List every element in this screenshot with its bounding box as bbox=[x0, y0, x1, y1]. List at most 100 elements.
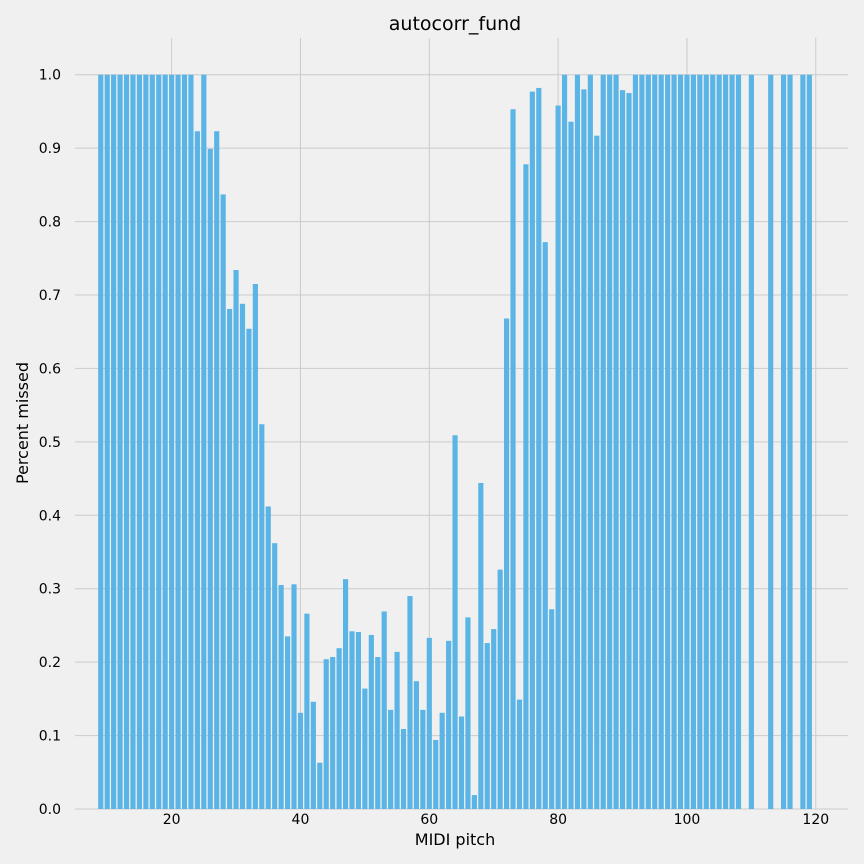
bar-pitch-14 bbox=[130, 74, 136, 809]
bar-pitch-102 bbox=[697, 74, 703, 809]
bar-pitch-115 bbox=[781, 74, 787, 809]
bar-pitch-59 bbox=[420, 709, 426, 809]
bar-pitch-9 bbox=[98, 74, 104, 809]
x-tick-label: 20 bbox=[163, 812, 181, 828]
bar-pitch-13 bbox=[123, 74, 130, 809]
bar-pitch-94 bbox=[645, 74, 651, 809]
bar-pitch-88 bbox=[607, 74, 613, 809]
bar-pitch-38 bbox=[284, 636, 291, 809]
bar-pitch-58 bbox=[413, 681, 419, 809]
bar-pitch-93 bbox=[639, 74, 645, 809]
bar-pitch-78 bbox=[542, 242, 548, 810]
bar-pitch-64 bbox=[452, 435, 458, 809]
bar-pitch-76 bbox=[529, 91, 535, 810]
bar-pitch-66 bbox=[465, 617, 471, 809]
bar-pitch-84 bbox=[581, 89, 587, 809]
bar-pitch-21 bbox=[175, 74, 181, 809]
y-tick-label: 0.7 bbox=[39, 288, 61, 304]
bar-pitch-65 bbox=[458, 716, 465, 809]
bar-pitch-79 bbox=[549, 609, 555, 809]
bar-pitch-67 bbox=[471, 795, 477, 809]
x-axis-ticks: 20 40 60 80 100 120 bbox=[163, 812, 829, 828]
bar-pitch-41 bbox=[304, 613, 310, 809]
bar-pitch-100 bbox=[684, 74, 690, 809]
bar-pitch-37 bbox=[278, 585, 284, 809]
bar-pitch-113 bbox=[768, 74, 774, 809]
bar-pitch-25 bbox=[201, 74, 207, 809]
bar-pitch-80 bbox=[555, 105, 561, 810]
bar-pitch-98 bbox=[671, 74, 677, 809]
bar-pitch-48 bbox=[349, 631, 355, 809]
bar-pitch-116 bbox=[787, 74, 793, 809]
bar-pitch-75 bbox=[523, 164, 529, 810]
bar-pitch-63 bbox=[446, 640, 452, 809]
x-axis-label: MIDI pitch bbox=[415, 830, 495, 849]
bar-pitch-105 bbox=[716, 74, 722, 809]
bar-pitch-39 bbox=[291, 584, 297, 809]
bar-pitch-10 bbox=[104, 74, 110, 809]
bar-pitch-69 bbox=[484, 643, 490, 809]
bar-pitch-85 bbox=[587, 74, 593, 809]
bar-pitch-34 bbox=[259, 424, 265, 809]
bar-pitch-49 bbox=[355, 632, 362, 809]
bar-pitch-62 bbox=[439, 712, 445, 809]
bar-pitch-22 bbox=[181, 74, 188, 809]
bar-pitch-30 bbox=[233, 270, 239, 809]
bar-pitch-103 bbox=[703, 74, 709, 809]
bar-pitch-74 bbox=[516, 699, 523, 809]
bar-pitch-35 bbox=[265, 506, 271, 809]
bar-pitch-72 bbox=[504, 318, 510, 809]
bar-pitch-108 bbox=[735, 74, 742, 809]
bar-pitch-104 bbox=[710, 74, 716, 809]
bar-pitch-40 bbox=[297, 712, 304, 809]
bar-pitch-81 bbox=[561, 74, 568, 809]
bar-pitch-24 bbox=[194, 131, 200, 810]
bar-pitch-101 bbox=[690, 74, 696, 809]
y-tick-label: 0.1 bbox=[39, 729, 61, 745]
bar-pitch-32 bbox=[246, 328, 252, 809]
bar-pitch-107 bbox=[729, 74, 735, 809]
bar-pitch-91 bbox=[626, 93, 632, 810]
x-tick-label: 80 bbox=[549, 812, 567, 828]
bar-pitch-16 bbox=[143, 74, 149, 809]
bar-pitch-52 bbox=[375, 657, 381, 809]
bar-pitch-44 bbox=[323, 659, 329, 809]
bar-pitch-99 bbox=[677, 74, 684, 809]
bar-pitch-86 bbox=[594, 135, 600, 809]
bar-pitch-92 bbox=[632, 74, 639, 809]
x-tick-label: 120 bbox=[802, 812, 829, 828]
bar-pitch-56 bbox=[400, 728, 407, 809]
y-axis-ticks: 0.0 0.1 0.2 0.3 0.4 0.5 0.6 0.7 0.8 0.9 1.0 bbox=[39, 68, 61, 818]
bar-pitch-31 bbox=[239, 303, 246, 809]
y-tick-label: 0.2 bbox=[39, 655, 61, 671]
bar-pitch-20 bbox=[169, 74, 175, 809]
bar-pitch-43 bbox=[317, 762, 323, 809]
bar-pitch-46 bbox=[336, 648, 342, 809]
chart-title: autocorr_fund bbox=[389, 13, 521, 35]
bar-pitch-110 bbox=[748, 74, 754, 809]
bar-pitch-68 bbox=[478, 482, 484, 809]
bar-pitch-106 bbox=[723, 74, 729, 809]
bars bbox=[98, 74, 812, 810]
bar-pitch-19 bbox=[162, 74, 168, 809]
bar-pitch-118 bbox=[800, 74, 806, 809]
bar-pitch-23 bbox=[188, 74, 194, 809]
bar-pitch-71 bbox=[497, 569, 503, 809]
bar-pitch-54 bbox=[388, 709, 394, 809]
bar-pitch-15 bbox=[136, 74, 142, 809]
bar-pitch-60 bbox=[426, 637, 432, 809]
bar-pitch-97 bbox=[665, 74, 671, 809]
x-tick-label: 40 bbox=[292, 812, 310, 828]
x-tick-label: 60 bbox=[420, 812, 438, 828]
bar-pitch-119 bbox=[806, 74, 812, 809]
bar-pitch-57 bbox=[407, 596, 413, 809]
bar-pitch-53 bbox=[381, 611, 387, 809]
bar-pitch-73 bbox=[510, 109, 516, 810]
bar-pitch-96 bbox=[658, 74, 664, 809]
y-tick-label: 0.0 bbox=[39, 802, 61, 818]
bar-pitch-45 bbox=[330, 657, 336, 809]
y-tick-label: 0.5 bbox=[39, 435, 61, 451]
bar-pitch-27 bbox=[214, 131, 220, 810]
bar-pitch-87 bbox=[600, 74, 606, 809]
